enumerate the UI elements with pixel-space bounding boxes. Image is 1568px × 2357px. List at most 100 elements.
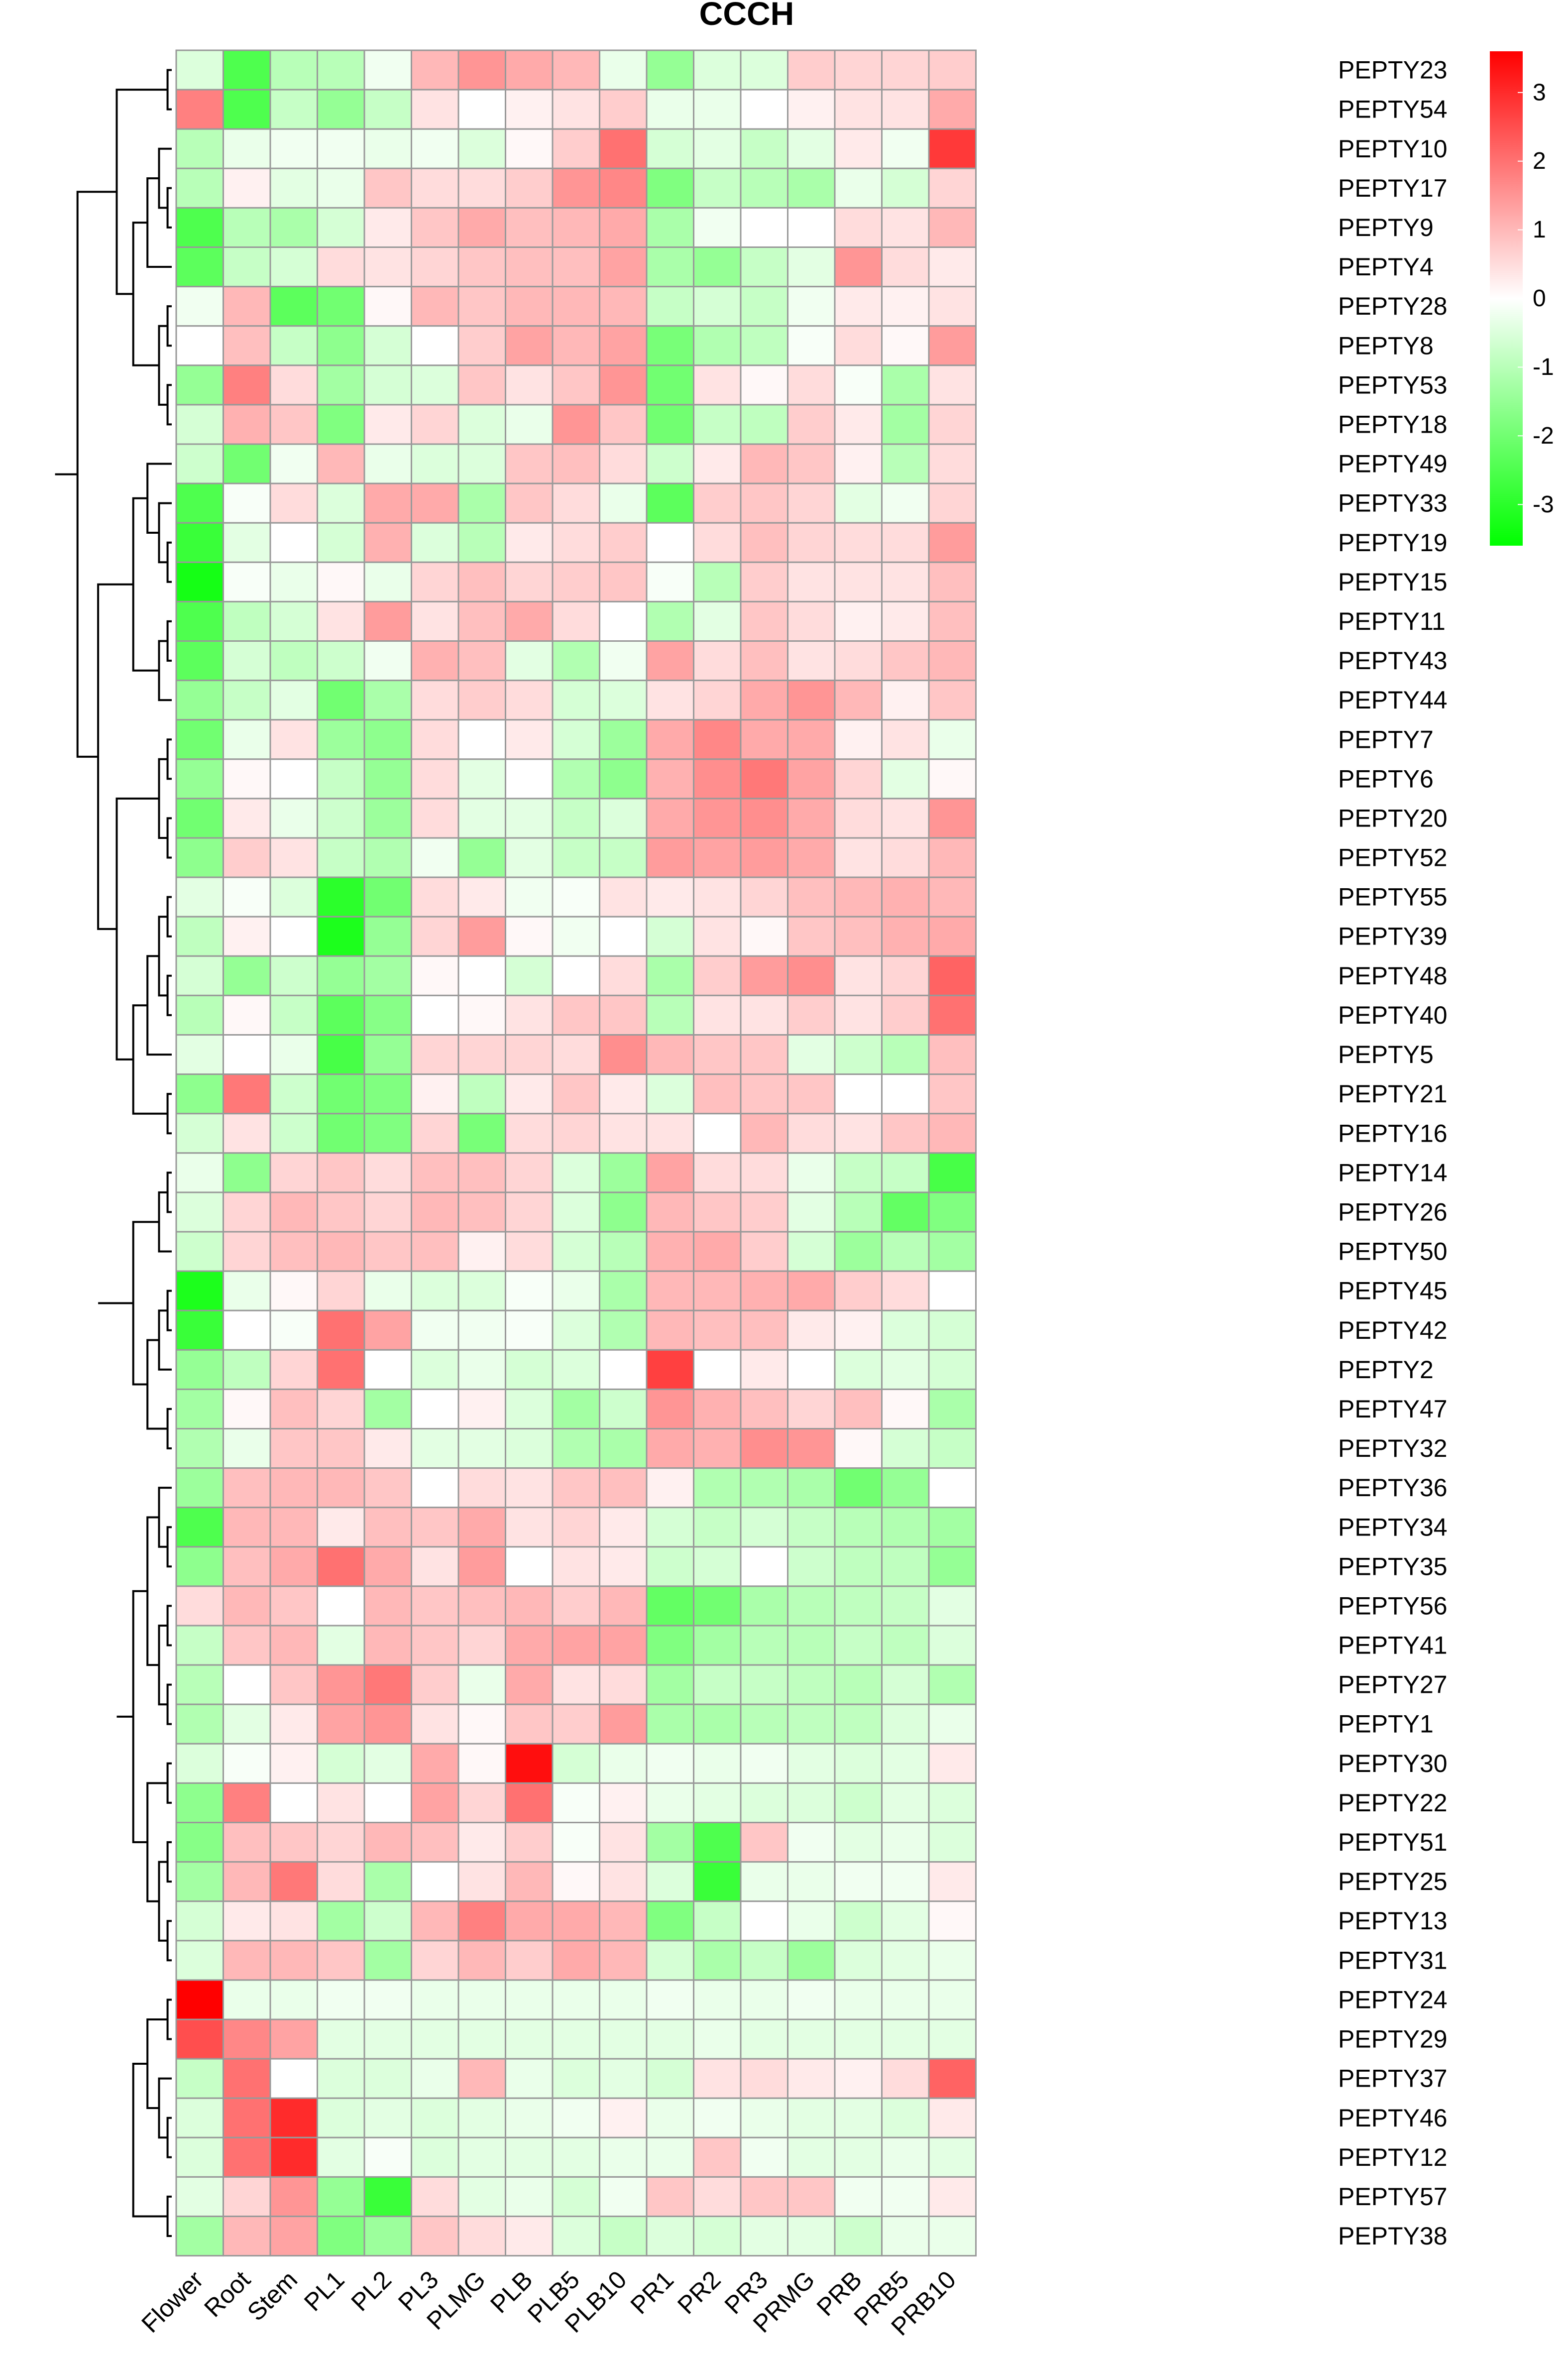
heatmap-cell: [175, 561, 224, 602]
heatmap-cell: [317, 364, 365, 406]
heatmap-cell: [693, 1467, 742, 1509]
heatmap-cell: [223, 1349, 271, 1390]
heatmap-cell: [787, 1861, 836, 1902]
heatmap-cell: [646, 798, 694, 839]
heatmap-cell: [599, 798, 648, 839]
heatmap-cell: [693, 2136, 742, 2178]
heatmap-cell: [928, 128, 977, 169]
heatmap-cell: [175, 1428, 224, 1469]
heatmap-cell: [599, 2136, 648, 2178]
heatmap-cell: [552, 876, 600, 918]
heatmap-cell: [834, 876, 883, 918]
heatmap-cell: [881, 2018, 930, 2060]
heatmap-cell: [740, 364, 788, 406]
heatmap-cell: [834, 719, 883, 760]
heatmap-cell: [317, 640, 365, 682]
heatmap-cell: [363, 916, 412, 957]
heatmap-cell: [457, 286, 506, 327]
heatmap-cell: [646, 837, 694, 878]
heatmap-cell: [223, 364, 271, 406]
heatmap-cell: [269, 1703, 318, 1745]
heatmap-cell: [363, 837, 412, 878]
heatmap-cell: [269, 876, 318, 918]
heatmap-cell: [552, 404, 600, 445]
heatmap-cell: [363, 1861, 412, 1902]
heatmap-cell: [317, 876, 365, 918]
heatmap-cell: [787, 1270, 836, 1311]
dendrogram-branch: [146, 1782, 168, 1902]
heatmap-cell: [787, 443, 836, 484]
heatmap-cell: [269, 246, 318, 288]
heatmap-cell: [928, 1546, 977, 1587]
heatmap-cell: [787, 167, 836, 209]
heatmap-cell: [175, 955, 224, 996]
heatmap-cell: [928, 1428, 977, 1469]
dendrogram-branch: [166, 1605, 172, 1647]
heatmap-cell: [599, 1073, 648, 1115]
heatmap-cell: [363, 561, 412, 602]
heatmap-cell: [787, 640, 836, 682]
heatmap-cell: [881, 758, 930, 800]
row-label: PEPTY40: [1338, 1001, 1448, 1029]
heatmap-cell: [457, 1428, 506, 1469]
heatmap-cell: [411, 1113, 459, 1154]
heatmap-cell: [363, 1743, 412, 1784]
heatmap-cell: [646, 1467, 694, 1509]
heatmap-cell: [269, 1585, 318, 1627]
heatmap-cell: [881, 1743, 930, 1784]
heatmap-cell: [928, 1113, 977, 1154]
heatmap-cell: [317, 798, 365, 839]
heatmap-cell: [787, 561, 836, 602]
row-label: PEPTY2: [1338, 1356, 1434, 1384]
heatmap-cell: [552, 916, 600, 957]
heatmap-cell: [457, 1900, 506, 1942]
dendrogram-branch: [132, 222, 159, 366]
heatmap-cell: [317, 1231, 365, 1272]
heatmap-cell: [269, 837, 318, 878]
dendrogram-branch: [166, 384, 172, 426]
heatmap-cell: [363, 876, 412, 918]
heatmap-cell: [317, 955, 365, 996]
heatmap-cell: [693, 719, 742, 760]
heatmap-cells: [175, 49, 977, 2257]
dendrogram-branch: [132, 1221, 159, 1386]
heatmap-cell: [175, 1467, 224, 1509]
heatmap-cell: [693, 49, 742, 91]
heatmap-cell: [646, 1191, 694, 1233]
heatmap-cell: [269, 1979, 318, 2020]
heatmap-cell: [175, 207, 224, 248]
heatmap-cell: [269, 1034, 318, 1075]
heatmap-cell: [552, 640, 600, 682]
heatmap-cell: [552, 1073, 600, 1115]
heatmap-cell: [223, 1467, 271, 1509]
heatmap-cell: [834, 1309, 883, 1351]
row-label: PEPTY23: [1338, 56, 1448, 84]
heatmap-cell: [317, 167, 365, 209]
heatmap-cell: [411, 719, 459, 760]
heatmap-cell: [599, 1309, 648, 1351]
heatmap-cell: [457, 561, 506, 602]
heatmap-cell: [928, 1703, 977, 1745]
heatmap-cell: [505, 640, 554, 682]
heatmap-cell: [317, 1546, 365, 1587]
heatmap-cell: [411, 1231, 459, 1272]
heatmap-cell: [505, 1625, 554, 1666]
heatmap-cell: [834, 837, 883, 878]
heatmap-cell: [363, 994, 412, 1036]
heatmap-cell: [646, 89, 694, 130]
heatmap-cell: [646, 1664, 694, 1705]
heatmap-cell: [928, 2176, 977, 2217]
heatmap-cell: [881, 522, 930, 563]
heatmap-cell: [552, 719, 600, 760]
heatmap-cell: [740, 167, 788, 209]
heatmap-cell: [175, 1152, 224, 1193]
heatmap-cell: [881, 1467, 930, 1509]
heatmap-cell: [599, 876, 648, 918]
heatmap-cell: [269, 1664, 318, 1705]
heatmap-cell: [363, 1309, 412, 1351]
heatmap-cell: [411, 1782, 459, 1823]
heatmap-cell: [223, 1428, 271, 1469]
heatmap-cell: [505, 994, 554, 1036]
heatmap-cell: [881, 994, 930, 1036]
